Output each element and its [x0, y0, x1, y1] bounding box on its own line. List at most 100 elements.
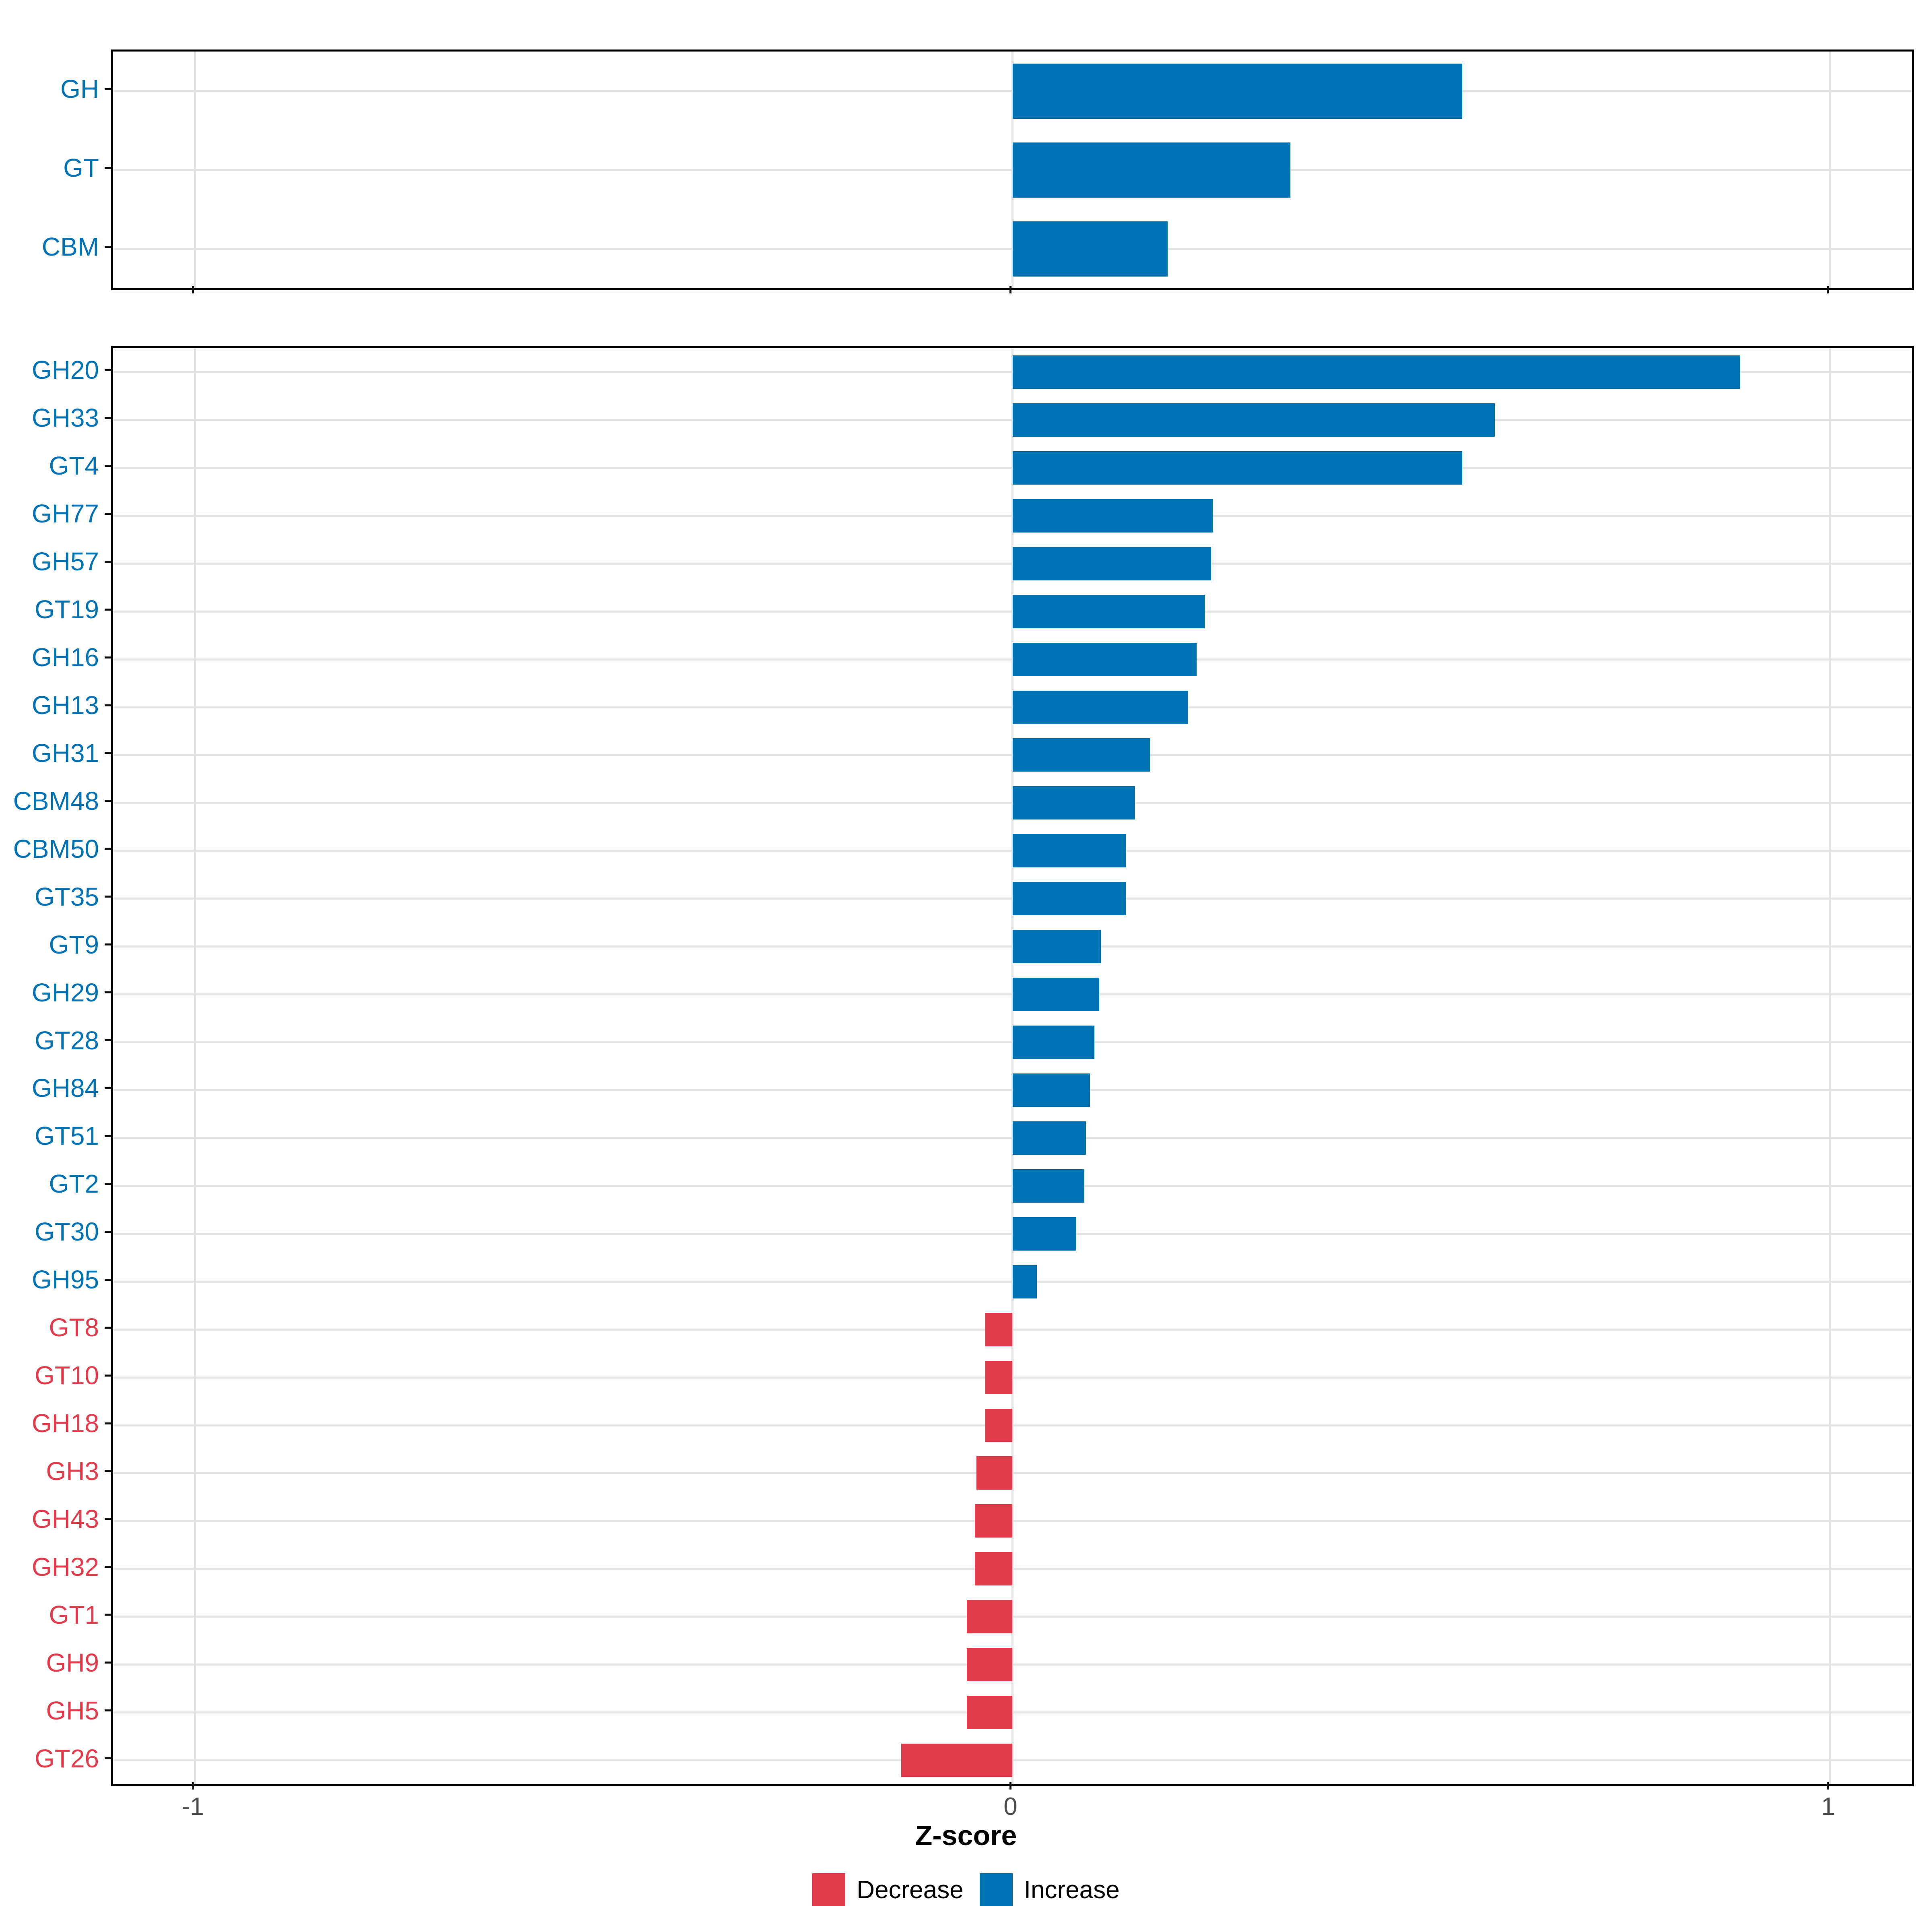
bar-CBM48	[1012, 786, 1135, 820]
x-tick-1	[1827, 286, 1829, 293]
y-tick-GT9	[105, 943, 111, 946]
y-label-GT30: GT30	[34, 1217, 99, 1247]
y-label-GT28: GT28	[34, 1026, 99, 1055]
y-label-GH9: GH9	[46, 1648, 99, 1677]
x-tick-label--1: -1	[182, 1793, 204, 1821]
y-label-GT26: GT26	[34, 1744, 99, 1773]
y-tick-GH33	[105, 417, 111, 419]
y-tick-GH	[105, 88, 111, 90]
bar-GT9	[1012, 930, 1101, 964]
bar-GH31	[1012, 738, 1150, 772]
bar-GT4	[1012, 451, 1462, 485]
y-label-GH20: GH20	[31, 355, 99, 385]
y-label-GH57: GH57	[31, 547, 99, 576]
row-gridline-GH32	[113, 1568, 1912, 1570]
bar-GH	[1012, 63, 1462, 119]
row-gridline-GH43	[113, 1520, 1912, 1522]
legend: Decrease Increase	[0, 1872, 1932, 1908]
y-label-GT9: GT9	[49, 930, 99, 959]
bar-GH29	[1012, 978, 1099, 1011]
bar-GT26	[901, 1744, 1013, 1777]
y-tick-CBM50	[105, 848, 111, 850]
y-label-GH5: GH5	[46, 1696, 99, 1725]
legend-item-decrease: Decrease	[812, 1873, 964, 1906]
bar-GT30	[1012, 1217, 1076, 1251]
y-tick-GH43	[105, 1518, 111, 1520]
y-tick-GH9	[105, 1662, 111, 1664]
y-label-GH95: GH95	[31, 1265, 99, 1294]
y-tick-GH32	[105, 1566, 111, 1568]
row-gridline-GH9	[113, 1664, 1912, 1666]
bar-GT	[1012, 142, 1291, 198]
y-tick-GH16	[105, 656, 111, 658]
y-tick-GH5	[105, 1709, 111, 1712]
y-tick-GT28	[105, 1039, 111, 1042]
x-tick-1	[1827, 1782, 1829, 1790]
bar-GH95	[1012, 1265, 1037, 1298]
bar-GH77	[1012, 499, 1213, 533]
y-label-GT2: GT2	[49, 1169, 99, 1199]
bar-GT1	[966, 1600, 1013, 1634]
row-gridline-GH18	[113, 1424, 1912, 1426]
legend-item-increase: Increase	[979, 1873, 1120, 1906]
legend-label-increase: Increase	[1024, 1876, 1120, 1904]
y-label-GH32: GH32	[31, 1552, 99, 1581]
row-gridline-GT8	[113, 1328, 1912, 1331]
bar-GH32	[975, 1552, 1013, 1586]
y-tick-GT35	[105, 896, 111, 898]
y-tick-GT30	[105, 1230, 111, 1233]
vertical-gridline	[194, 348, 196, 1784]
bar-GT28	[1012, 1026, 1094, 1059]
bar-GH16	[1012, 642, 1197, 676]
y-tick-GH84	[105, 1087, 111, 1089]
y-label-GT10: GT10	[34, 1361, 99, 1390]
y-tick-GH29	[105, 991, 111, 994]
y-tick-GH20	[105, 369, 111, 371]
bar-GT19	[1012, 594, 1205, 628]
bar-GT8	[985, 1313, 1013, 1346]
bar-CBM50	[1012, 834, 1126, 868]
y-tick-GT19	[105, 608, 111, 611]
bar-GT10	[985, 1360, 1013, 1394]
row-gridline-GT10	[113, 1376, 1912, 1379]
y-tick-GT10	[105, 1374, 111, 1377]
bar-GH3	[976, 1456, 1013, 1490]
y-label-CBM48: CBM48	[13, 786, 99, 815]
y-label-GH43: GH43	[31, 1504, 99, 1534]
y-tick-GH13	[105, 704, 111, 706]
y-label-GH3: GH3	[46, 1456, 99, 1486]
bar-GH84	[1012, 1073, 1090, 1107]
y-tick-GT2	[105, 1183, 111, 1185]
y-label-GT8: GT8	[49, 1313, 99, 1342]
y-tick-GT8	[105, 1326, 111, 1329]
y-label-GT19: GT19	[34, 595, 99, 624]
y-tick-GT26	[105, 1757, 111, 1760]
y-label-GT: GT	[63, 153, 99, 182]
x-tick-0	[1009, 286, 1011, 293]
bar-GH33	[1012, 403, 1495, 437]
y-tick-GT51	[105, 1135, 111, 1137]
y-tick-GT4	[105, 464, 111, 467]
bar-GT51	[1012, 1121, 1086, 1155]
bar-GH43	[975, 1504, 1013, 1538]
bar-CBM	[1012, 221, 1168, 277]
x-axis-title: Z-score	[915, 1820, 1017, 1851]
y-tick-GH31	[105, 752, 111, 754]
y-tick-GH77	[105, 512, 111, 515]
y-label-GT51: GT51	[34, 1121, 99, 1151]
legend-label-decrease: Decrease	[857, 1876, 964, 1904]
y-label-GH29: GH29	[31, 978, 99, 1007]
x-tick-label-1: 1	[1821, 1793, 1835, 1821]
legend-key-increase-swatch	[979, 1873, 1013, 1906]
y-label-GH84: GH84	[31, 1073, 99, 1103]
bar-GH20	[1012, 355, 1740, 389]
y-label-GT35: GT35	[34, 882, 99, 911]
y-label-GH13: GH13	[31, 691, 99, 720]
y-tick-GH57	[105, 560, 111, 563]
y-label-GH33: GH33	[31, 403, 99, 433]
vertical-gridline	[1011, 348, 1013, 1784]
legend-key-decrease-swatch	[812, 1873, 846, 1906]
y-label-GH18: GH18	[31, 1409, 99, 1438]
row-gridline-GT26	[113, 1759, 1912, 1762]
